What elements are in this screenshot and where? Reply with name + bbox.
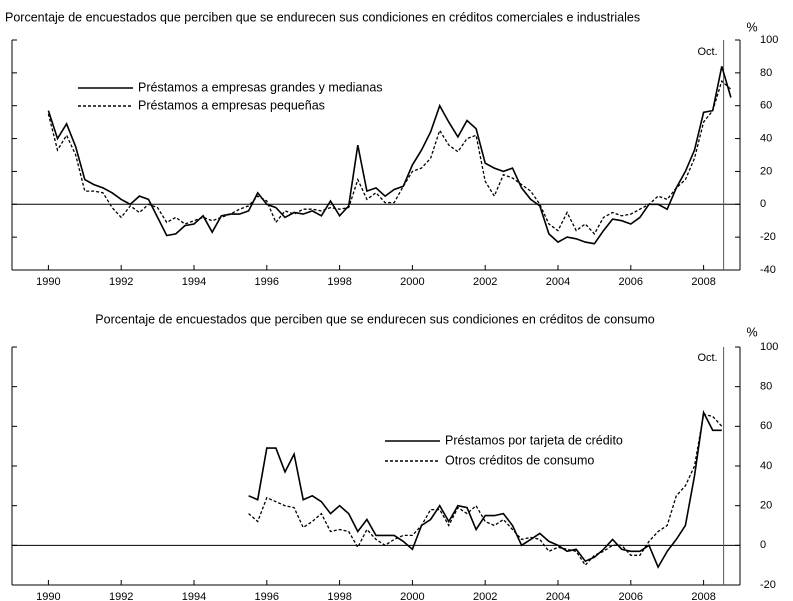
series-line <box>47 79 732 236</box>
x-tick-label: 2006 <box>619 276 643 288</box>
y-tick-label: 20 <box>760 500 772 512</box>
x-tick-label: 2006 <box>619 591 643 601</box>
x-tick-label: 2002 <box>473 591 497 601</box>
y-tick-label: 60 <box>760 100 772 112</box>
x-tick-label: 1990 <box>36 276 60 288</box>
legend-label: Préstamos por tarjeta de crédito <box>445 433 623 447</box>
x-tick-label: 1996 <box>255 276 279 288</box>
series-line <box>47 66 732 245</box>
y-tick-label: 0 <box>760 539 766 551</box>
x-tick-label: 1990 <box>36 591 60 601</box>
y-tick-label: -20 <box>760 231 776 243</box>
chart-title: Porcentaje de encuestados que perciben q… <box>95 312 654 326</box>
x-tick-label: 2004 <box>546 276 570 288</box>
annotation-label: Oct. <box>697 46 717 58</box>
y-tick-label: 40 <box>760 460 772 472</box>
y-tick-label: 100 <box>760 34 778 46</box>
x-tick-label: 1996 <box>255 591 279 601</box>
y-tick-label: -40 <box>760 264 776 276</box>
x-tick-label: 1994 <box>182 591 206 601</box>
x-tick-label: 1992 <box>109 591 133 601</box>
y-tick-label: 100 <box>760 341 778 353</box>
x-tick-label: 1992 <box>109 276 133 288</box>
y-tick-label: 80 <box>760 381 772 393</box>
x-tick-label: 1998 <box>327 276 351 288</box>
y-tick-label: 0 <box>760 198 766 210</box>
x-tick-label: 2004 <box>546 591 570 601</box>
y-tick-label: -20 <box>760 579 776 591</box>
x-tick-label: 1994 <box>182 276 206 288</box>
legend-label: Otros créditos de consumo <box>445 453 594 467</box>
x-tick-label: 2008 <box>691 276 715 288</box>
y-tick-label: 40 <box>760 132 772 144</box>
y-tick-label: 80 <box>760 67 772 79</box>
y-unit: % <box>746 325 757 339</box>
chart-title: Porcentaje de encuestados que perciben q… <box>5 10 640 24</box>
x-tick-label: 2008 <box>691 591 715 601</box>
x-tick-label: 2000 <box>400 276 424 288</box>
legend-label: Préstamos a empresas grandes y medianas <box>138 80 383 94</box>
x-tick-label: 1998 <box>327 591 351 601</box>
legend-label: Préstamos a empresas pequeñas <box>138 98 325 112</box>
series-line <box>248 409 722 569</box>
x-tick-label: 2000 <box>400 591 424 601</box>
annotation-label: Oct. <box>697 352 717 364</box>
y-unit: % <box>746 20 757 34</box>
y-tick-label: 60 <box>760 420 772 432</box>
x-tick-label: 2002 <box>473 276 497 288</box>
y-tick-label: 20 <box>760 165 772 177</box>
series-line <box>248 413 723 567</box>
